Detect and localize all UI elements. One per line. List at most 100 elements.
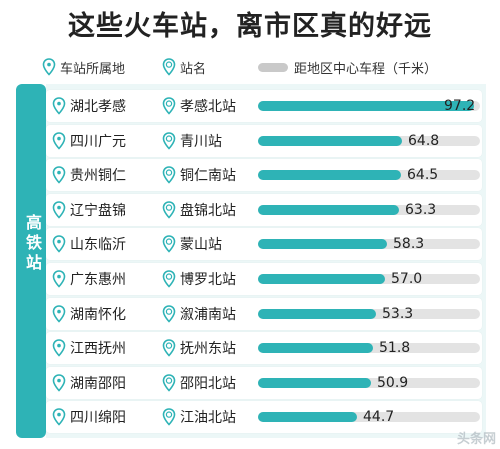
bar-track [258, 204, 480, 215]
station-label: 溆浦南站 [180, 306, 236, 323]
data-label: 63.3 [405, 201, 437, 218]
station-label: 盘锦北站 [180, 202, 236, 219]
bar-track [258, 377, 480, 388]
province-cell: 湖南邵阳 [52, 367, 126, 399]
data-label: 53.3 [382, 305, 414, 322]
station-pin-icon [162, 131, 176, 150]
group-sidebar: 高铁站 [16, 84, 46, 438]
table-row: 四川广元 青川站 64.8 [46, 124, 482, 157]
bar-track [258, 343, 480, 354]
station-pin-icon [162, 304, 176, 323]
station-pin-icon [162, 235, 176, 254]
province-label: 辽宁盘锦 [70, 202, 126, 219]
station-cell: 博罗北站 [162, 263, 236, 295]
legend-province: 车站所属地 [42, 52, 125, 82]
station-label: 蒙山站 [180, 237, 222, 254]
chart-title: 这些火车站，离市区真的好远 [68, 11, 432, 42]
table-row: 广东惠州 博罗北站 57.0 [46, 263, 482, 295]
location-pin-icon [52, 270, 66, 288]
station-pin-icon [162, 58, 176, 76]
province-label: 江西抚州 [70, 341, 126, 358]
station-label: 博罗北站 [180, 272, 236, 288]
location-pin-icon [52, 304, 66, 323]
legend-distance: 距地区中心车程（千米） [258, 52, 437, 82]
location-pin-icon [52, 339, 66, 357]
province-label: 山东临沂 [70, 237, 126, 254]
province-cell: 湖南怀化 [52, 298, 126, 330]
station-cell: 蒙山站 [162, 228, 222, 260]
station-label: 江油北站 [180, 410, 236, 427]
legend: 车站所属地 站名 距地区中心车程（千米） [42, 52, 482, 82]
table-row: 四川绵阳 江油北站 44.7 [46, 401, 482, 434]
location-pin-icon [52, 166, 66, 184]
bar [258, 274, 385, 284]
station-cell: 溆浦南站 [162, 298, 236, 330]
table-row: 江西抚州 抚州东站 51.8 [46, 332, 482, 365]
data-label: 44.7 [363, 409, 395, 426]
province-label: 湖北孝感 [70, 99, 126, 115]
station-pin-icon [162, 97, 176, 115]
data-label: 51.8 [379, 340, 411, 357]
province-label: 湖南怀化 [70, 306, 126, 323]
table-row: 湖南邵阳 邵阳北站 50.9 [46, 366, 482, 399]
data-label: 64.5 [407, 167, 439, 184]
station-pin-icon [162, 373, 176, 392]
location-pin-icon [52, 97, 66, 115]
bar [258, 343, 373, 354]
bar-track [258, 101, 480, 111]
bar-track [258, 274, 480, 284]
data-label: 64.8 [408, 132, 440, 149]
province-cell: 贵州铜仁 [52, 159, 126, 191]
location-pin-icon [52, 373, 66, 392]
station-label: 铜仁南站 [180, 168, 236, 185]
legend-bar-swatch [258, 62, 288, 72]
station-cell: 铜仁南站 [162, 159, 236, 191]
bar [258, 412, 357, 423]
station-cell: 邵阳北站 [162, 367, 236, 399]
province-cell: 湖北孝感 [52, 90, 126, 122]
bar [258, 377, 371, 388]
legend-province-label: 车站所属地 [60, 61, 126, 77]
province-label: 广东惠州 [70, 272, 126, 288]
legend-distance-label: 距地区中心车程（千米） [294, 61, 438, 77]
province-cell: 四川绵阳 [52, 401, 126, 433]
bar [258, 170, 401, 181]
station-pin-icon [162, 200, 176, 219]
legend-station: 站名 [162, 52, 206, 82]
station-cell: 抚州东站 [162, 332, 236, 364]
data-label: 97.2 [444, 98, 476, 114]
station-pin-icon [162, 408, 176, 427]
station-cell: 盘锦北站 [162, 194, 236, 226]
location-pin-icon [52, 200, 66, 219]
data-label: 50.9 [377, 374, 409, 391]
station-label: 青川站 [180, 133, 222, 150]
province-label: 四川广元 [70, 133, 126, 150]
location-pin-icon [52, 235, 66, 254]
table-row: 湖北孝感 孝感北站 97.2 [46, 90, 482, 122]
bar [258, 101, 474, 111]
province-cell: 江西抚州 [52, 332, 126, 364]
chart-panel: 湖北孝感 孝感北站 97.2 四川广元 青川站 64.8 贵州铜仁 铜仁南站 64.5 辽宁盘锦 盘… [46, 84, 486, 438]
province-cell: 山东临沂 [52, 228, 126, 260]
station-label: 抚州东站 [180, 341, 236, 358]
table-row: 辽宁盘锦 盘锦北站 63.3 [46, 193, 482, 226]
watermark: 头条网 [456, 432, 496, 447]
bar-track [258, 412, 480, 423]
station-cell: 青川站 [162, 125, 222, 157]
bar-track [258, 135, 480, 146]
bar-track [258, 170, 480, 181]
bar [258, 308, 376, 319]
bar [258, 239, 387, 250]
table-row: 湖南怀化 溆浦南站 53.3 [46, 297, 482, 330]
bar-track [258, 239, 480, 250]
province-label: 四川绵阳 [70, 410, 126, 427]
province-label: 贵州铜仁 [70, 168, 126, 185]
group-label: 高铁站 [23, 214, 42, 274]
bar [258, 204, 399, 215]
legend-station-label: 站名 [180, 61, 207, 77]
province-cell: 辽宁盘锦 [52, 194, 126, 226]
province-label: 湖南邵阳 [70, 375, 126, 392]
bar [258, 135, 402, 146]
location-pin-icon [52, 408, 66, 427]
data-label: 58.3 [393, 236, 425, 253]
